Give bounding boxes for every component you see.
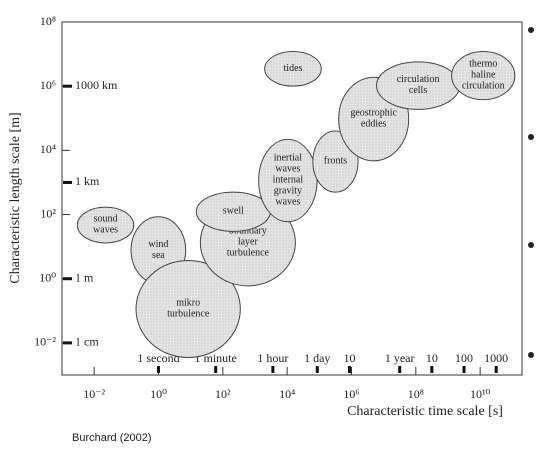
source: Burchard (2002) — [72, 432, 152, 444]
regime-label-line: internal — [273, 175, 304, 186]
y-tick-label: 10⁶ — [40, 78, 56, 92]
x-tick-label: 10² — [215, 387, 231, 401]
regime-label-line: haline — [471, 70, 496, 81]
time-marker-label: 1 day — [304, 351, 330, 365]
x-tick-label: 10⁶ — [343, 387, 359, 401]
regime-label-line: turbulence — [227, 248, 270, 259]
regime-label-line: sound — [94, 214, 118, 225]
regime-label-line: sea — [152, 250, 165, 261]
regime — [451, 51, 516, 101]
regime-label: fronts — [324, 156, 347, 167]
regime-label-line: boundary — [229, 226, 267, 237]
y-tick-label: 10² — [40, 206, 56, 220]
time-marker-label: 10 — [426, 351, 438, 365]
regime-label: inertial waves internal gravity waves — [273, 153, 304, 208]
time-marker-label: 1 hour — [257, 351, 288, 365]
regime-label-line: cells — [409, 85, 427, 96]
x-tick-label: 10¹⁰ — [470, 387, 491, 401]
regime-label: wind sea — [148, 239, 168, 261]
x-tick-label: 10⁻² — [83, 387, 105, 401]
regime-label: sound waves — [93, 214, 118, 236]
regime-label-line: waves — [275, 197, 300, 208]
y-tick-label: 10⁰ — [39, 270, 56, 284]
regime-label: boundary layer turbulence — [227, 226, 270, 259]
regime-label: swell — [223, 206, 244, 217]
regime-label-line: fronts — [324, 156, 347, 167]
time-marker-label: 1 year — [385, 351, 415, 365]
regime-label-line: waves — [275, 164, 300, 175]
regime — [135, 259, 241, 359]
time-marker-label: 10 — [343, 351, 355, 365]
y-tick-label: 10⁸ — [40, 14, 56, 28]
regime-label-line: circulation — [397, 74, 440, 85]
regime-label: mikro turbulence — [167, 298, 210, 320]
regime-label-line: wind — [148, 239, 168, 250]
regime — [258, 138, 318, 223]
x-axis-title: Characteristic time scale [s] — [347, 404, 503, 419]
regime — [76, 206, 135, 244]
regime-label-line: waves — [93, 225, 118, 236]
regime — [264, 51, 322, 87]
regime-label-line: gravity — [274, 186, 302, 197]
length-marker-label: 1 cm — [75, 335, 99, 349]
regime-label-line: geostrophic — [350, 108, 397, 119]
bullets — [528, 27, 534, 358]
regime-label-line: eddies — [361, 119, 387, 130]
length-marker-label: 1000 km — [75, 78, 118, 92]
y-axis-title: Characteristic length scale [m] — [8, 112, 23, 283]
regime-label-line: tides — [284, 63, 303, 74]
length-marker-label: 1 m — [75, 270, 94, 284]
regime-label-line: swell — [223, 206, 244, 217]
regime-label-line: inertial — [274, 153, 303, 164]
time-marker-label: 100 — [455, 351, 473, 365]
y-tick-label: 10⁻² — [34, 335, 56, 349]
regime-label: geostrophic eddies — [350, 108, 397, 130]
x-tick-label: 10⁴ — [279, 387, 295, 401]
plot-frame — [61, 21, 523, 376]
x-tick-label: 10⁰ — [150, 387, 167, 401]
regime-label-line: turbulence — [167, 309, 210, 320]
x-tick-label: 10⁸ — [408, 387, 424, 401]
regime-label: thermo haline circulation — [462, 59, 505, 92]
regime-label-line: circulation — [462, 81, 505, 92]
regime-label-line: layer — [238, 237, 259, 248]
time-marker-label: 1000 — [484, 351, 508, 365]
y-tick-label: 10⁴ — [40, 142, 56, 156]
regime-label-line: mikro — [176, 298, 200, 309]
length-marker-label: 1 km — [75, 174, 100, 188]
regime-label: tides — [284, 63, 303, 74]
regime-label: circulation cells — [397, 74, 440, 96]
regime-label-line: thermo — [469, 59, 497, 70]
